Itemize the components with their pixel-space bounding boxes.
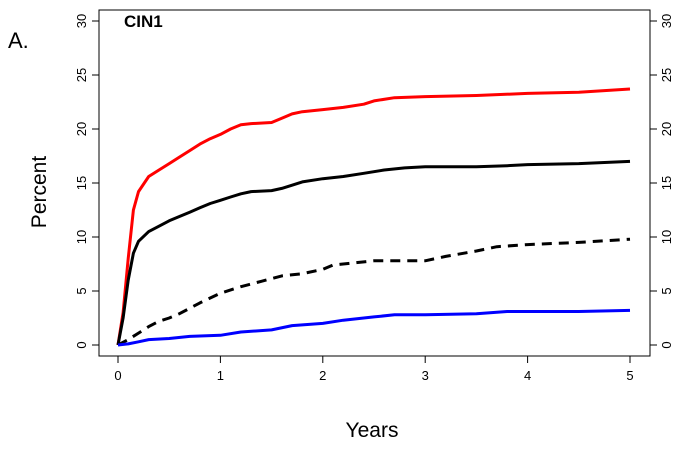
y-axis-title: Percent xyxy=(28,156,51,229)
x-tick-label: 5 xyxy=(626,368,633,383)
y-tick-label-left: 30 xyxy=(74,14,89,28)
x-tick-label: 0 xyxy=(114,368,121,383)
x-tick-label: 2 xyxy=(319,368,326,383)
y-tick-label-left: 25 xyxy=(74,68,89,82)
x-tick-label: 3 xyxy=(422,368,429,383)
plot-frame xyxy=(98,9,651,357)
x-axis: 0 1 2 3 4 5 xyxy=(114,356,634,383)
y-tick-label-left: 15 xyxy=(74,176,89,190)
y-tick-label-left: 0 xyxy=(74,341,89,348)
series-black-dashed-line xyxy=(117,237,631,347)
y-axis-right: 0 5 10 15 20 25 30 xyxy=(650,14,673,349)
x-tick-label: 4 xyxy=(524,368,531,383)
series-blue-line xyxy=(117,308,631,347)
y-tick-label-right: 0 xyxy=(659,341,673,348)
y-tick-label-right: 20 xyxy=(659,122,673,136)
y-tick-label-left: 5 xyxy=(74,287,89,294)
series-layer xyxy=(116,87,631,347)
x-axis-title: Years xyxy=(346,419,399,442)
panel-label: A. xyxy=(8,28,29,53)
y-tick-label-right: 15 xyxy=(659,176,673,190)
y-axis-left: 0 5 10 15 20 25 30 xyxy=(74,14,99,349)
y-tick-label-right: 30 xyxy=(659,14,673,28)
y-tick-label-left: 20 xyxy=(74,122,89,136)
series-red-line xyxy=(116,87,631,346)
y-tick-label-right: 25 xyxy=(659,68,673,82)
y-tick-label-right: 10 xyxy=(659,230,673,244)
chart-title: CIN1 xyxy=(124,12,163,31)
y-tick-label-right: 5 xyxy=(659,287,673,294)
series-black-solid-line xyxy=(116,159,631,346)
y-tick-label-left: 10 xyxy=(74,230,89,244)
x-tick-label: 1 xyxy=(217,368,224,383)
